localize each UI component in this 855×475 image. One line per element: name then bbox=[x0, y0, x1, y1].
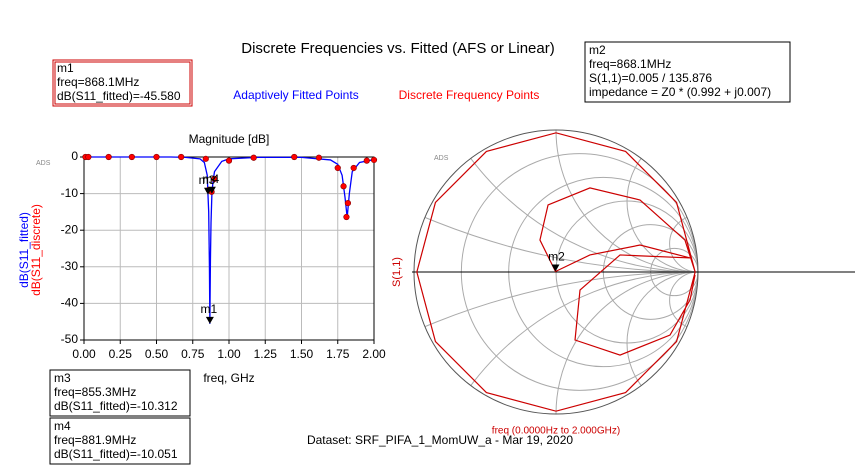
x-tick-label: 1.25 bbox=[254, 347, 278, 361]
data-point bbox=[340, 183, 347, 190]
legend-label: Discrete Frequency Points bbox=[399, 88, 540, 102]
x-tick-label: 2.00 bbox=[362, 347, 386, 361]
data-point bbox=[225, 157, 233, 164]
x-axis-label: freq (0.0000Hz to 2.000GHz) bbox=[492, 426, 620, 437]
marker-box-line: freq=855.3MHz bbox=[54, 385, 136, 399]
y-tick-label: -10 bbox=[61, 186, 79, 200]
data-point bbox=[291, 153, 298, 161]
marker-box-line: S(1,1)=0.005 / 135.876 bbox=[589, 71, 712, 85]
marker-box-inner bbox=[54, 61, 191, 105]
data-point bbox=[315, 154, 323, 161]
marker-box-line: freq=868.1MHz bbox=[589, 57, 671, 71]
marker bbox=[205, 316, 214, 324]
marker-label: m2 bbox=[548, 250, 565, 264]
plot-frame bbox=[83, 156, 375, 341]
x-tick-label: 0.25 bbox=[109, 347, 133, 361]
marker-box-line: freq=868.1MHz bbox=[57, 75, 139, 89]
reactance-arc bbox=[626, 271, 698, 414]
reactance-arc bbox=[555, 130, 698, 273]
data-point bbox=[153, 153, 160, 161]
marker-box bbox=[584, 41, 791, 103]
marker bbox=[551, 264, 560, 272]
data-point bbox=[178, 153, 185, 161]
marker-box bbox=[49, 417, 191, 465]
data-point bbox=[250, 154, 257, 161]
y-tick-label: -20 bbox=[61, 222, 79, 236]
data-point bbox=[105, 153, 112, 161]
x-tick-label: 0.75 bbox=[181, 347, 205, 361]
marker-label: m4 bbox=[203, 172, 220, 186]
data-point bbox=[343, 213, 350, 221]
data-point bbox=[350, 164, 357, 172]
reactance-arc bbox=[555, 271, 698, 414]
watermark: ADS bbox=[36, 160, 51, 167]
footer: Dataset: SRF_PIFA_1_MomUW_a - Mar 19, 20… bbox=[307, 433, 573, 447]
data-point bbox=[363, 157, 370, 164]
marker-box-name: m1 bbox=[57, 61, 74, 75]
x-tick-label: 1.00 bbox=[217, 347, 241, 361]
data-point bbox=[344, 200, 352, 207]
y-axis-label: dB(S11_fitted) bbox=[17, 212, 31, 288]
x-axis-label: freq, GHz bbox=[203, 371, 254, 385]
marker-box-line: freq=881.9MHz bbox=[54, 433, 136, 447]
marker-box-line: dB(S11_fitted)=-45.580 bbox=[57, 89, 181, 103]
reactance-arc bbox=[626, 130, 698, 273]
marker-box bbox=[52, 59, 193, 107]
marker-box bbox=[49, 369, 191, 417]
marker-box-name: m3 bbox=[54, 371, 71, 385]
marker-box-name: m2 bbox=[589, 43, 606, 57]
marker-label: m1 bbox=[201, 302, 218, 316]
data-point bbox=[202, 155, 209, 162]
series-line bbox=[84, 156, 375, 324]
y-tick-label: -50 bbox=[61, 332, 79, 346]
plot-title: Magnitude [dB] bbox=[189, 132, 270, 146]
data-point bbox=[334, 164, 341, 172]
y-axis-label: dB(S11_discrete) bbox=[29, 204, 43, 296]
data-point bbox=[370, 156, 378, 164]
data-point bbox=[211, 175, 218, 183]
marker bbox=[207, 186, 216, 194]
y-tick-label: 0 bbox=[71, 149, 78, 163]
watermark: ADS bbox=[434, 155, 449, 162]
x-tick-label: 0.00 bbox=[72, 347, 96, 361]
marker-label: m3 bbox=[199, 173, 216, 187]
data-point bbox=[85, 153, 92, 161]
x-tick-label: 1.50 bbox=[290, 347, 314, 361]
marker-box-line: dB(S11_fitted)=-10.312 bbox=[54, 399, 178, 413]
y-axis-label: S(1,1) bbox=[391, 257, 403, 287]
x-tick-label: 1.75 bbox=[326, 347, 350, 361]
marker-box-line: impedance = Z0 * (0.992 + j0.007) bbox=[589, 85, 771, 99]
legend-label: Adaptively Fitted Points bbox=[233, 88, 358, 102]
y-tick-label: -40 bbox=[61, 296, 79, 310]
page-title: Discrete Frequencies vs. Fitted (AFS or … bbox=[241, 40, 554, 57]
x-tick-label: 0.50 bbox=[145, 347, 169, 361]
marker-box-name: m4 bbox=[54, 419, 71, 433]
smith-trace bbox=[416, 132, 696, 412]
data-point bbox=[128, 153, 135, 161]
marker-box-line: dB(S11_fitted)=-10.051 bbox=[54, 447, 178, 461]
y-tick-label: -30 bbox=[61, 259, 79, 273]
